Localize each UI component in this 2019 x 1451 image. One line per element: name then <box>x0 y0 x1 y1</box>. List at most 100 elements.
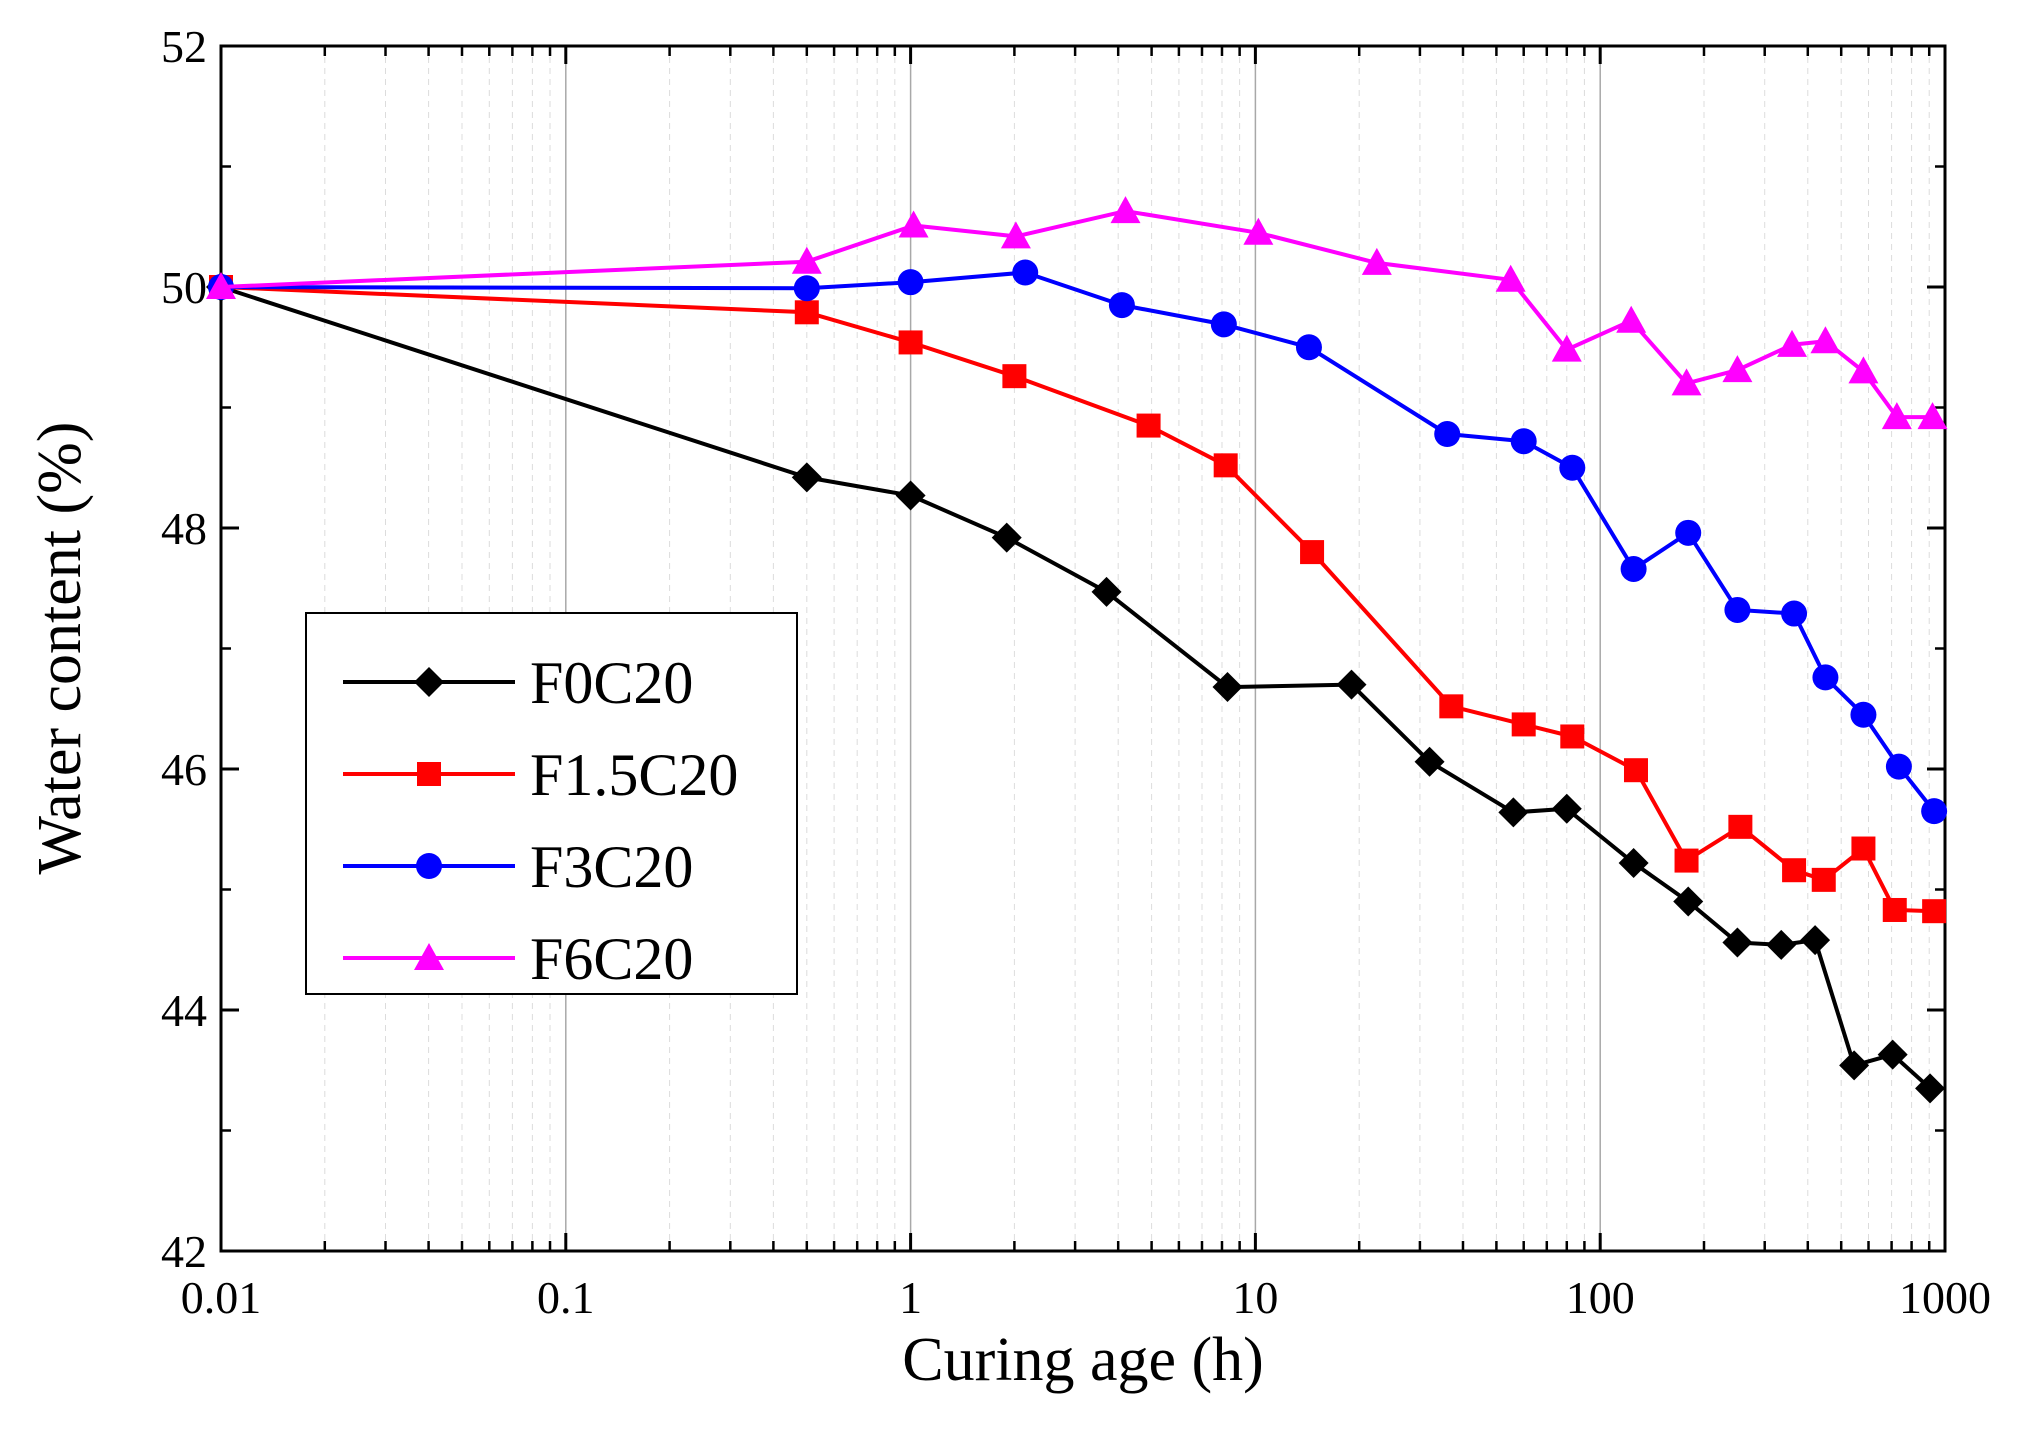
data-point-f3c20 <box>1724 596 1751 623</box>
data-point-f6c20 <box>1777 329 1808 357</box>
data-point-f0c20 <box>1800 925 1831 956</box>
data-point-f6c20 <box>1110 196 1141 224</box>
data-point-f1-5c20 <box>1300 540 1325 565</box>
data-point-f0c20 <box>1839 1050 1870 1081</box>
data-point-f0c20 <box>1673 886 1704 917</box>
data-point-f3c20 <box>1850 701 1877 728</box>
legend-item-f1-5c20: F1.5C20 <box>343 742 738 808</box>
legend-marker-f0c20 <box>414 667 444 697</box>
legend-label-f3c20: F3C20 <box>530 834 693 900</box>
data-point-f3c20 <box>1812 664 1839 691</box>
y-tick-label: 44 <box>161 985 207 1036</box>
data-point-f3c20 <box>1012 259 1039 286</box>
x-tick-label: 1000 <box>1899 1272 1991 1323</box>
data-point-f0c20 <box>1336 669 1367 700</box>
y-axis-title: Water content (%) <box>26 422 94 875</box>
series-f6c20 <box>206 196 1948 430</box>
y-tick-label: 52 <box>161 21 207 72</box>
data-point-f3c20 <box>1781 600 1808 627</box>
data-point-f6c20 <box>1848 356 1879 384</box>
data-point-f0c20 <box>1766 929 1797 960</box>
data-point-f6c20 <box>791 246 822 274</box>
axis-ticks: 0.01 0.1 1 10 100 1000 42 44 46 48 50 52 <box>161 21 1991 1323</box>
data-point-f6c20 <box>1616 305 1647 333</box>
data-point-f6c20 <box>1722 355 1753 383</box>
data-point-f1-5c20 <box>1136 413 1161 438</box>
legend-item-f0c20: F0C20 <box>343 650 693 716</box>
data-point-f1-5c20 <box>1922 899 1947 924</box>
data-point-f6c20 <box>1671 368 1702 396</box>
data-point-f0c20 <box>895 480 926 511</box>
data-point-f0c20 <box>1212 672 1243 703</box>
data-point-f0c20 <box>1722 927 1753 958</box>
data-point-f3c20 <box>1210 311 1237 338</box>
data-point-f0c20 <box>1498 797 1529 828</box>
data-point-f1-5c20 <box>1782 858 1807 883</box>
data-point-f0c20 <box>1091 576 1122 607</box>
data-point-f1-5c20 <box>898 330 923 355</box>
data-point-f0c20 <box>1618 847 1649 878</box>
data-point-f6c20 <box>898 210 929 238</box>
data-point-f1-5c20 <box>1213 453 1238 478</box>
data-point-f3c20 <box>1921 798 1948 825</box>
x-tick-label: 100 <box>1566 1272 1635 1323</box>
data-point-f3c20 <box>1885 753 1912 780</box>
data-point-f6c20 <box>1810 326 1841 354</box>
data-point-f3c20 <box>1620 555 1647 582</box>
data-point-f0c20 <box>1877 1039 1908 1070</box>
data-point-f6c20 <box>1917 402 1948 430</box>
data-point-f1-5c20 <box>794 300 819 325</box>
legend-marker-f6c20 <box>414 943 444 970</box>
data-point-f1-5c20 <box>1851 836 1876 861</box>
legend-box <box>305 612 798 995</box>
legend: F0C20 F1.5C20 F3C20 F6C20 <box>305 612 798 995</box>
data-point-f6c20 <box>1243 217 1274 245</box>
series-line-f0c20 <box>220 285 1932 1090</box>
data-point-f6c20 <box>1551 334 1582 362</box>
data-point-f6c20 <box>1361 247 1392 275</box>
series-layer <box>206 196 1948 1104</box>
data-point-f6c20 <box>1495 264 1526 292</box>
data-point-f3c20 <box>1559 454 1586 481</box>
data-point-f3c20 <box>1295 334 1322 361</box>
x-axis-title: Curing age (h) <box>902 1326 1264 1394</box>
data-point-f0c20 <box>991 522 1022 553</box>
legend-label-f1-5c20: F1.5C20 <box>530 742 738 808</box>
grid-lines <box>324 46 1930 1251</box>
x-tick-label: 10 <box>1232 1272 1278 1323</box>
data-point-f0c20 <box>1551 793 1582 824</box>
legend-marker-f1-5c20 <box>417 762 441 786</box>
y-tick-label: 42 <box>161 1226 207 1277</box>
data-point-f1-5c20 <box>1002 364 1027 389</box>
data-point-f1-5c20 <box>1811 867 1836 892</box>
data-point-f1-5c20 <box>1511 712 1536 737</box>
data-point-f0c20 <box>1915 1073 1946 1104</box>
data-point-f3c20 <box>1108 292 1135 319</box>
data-point-f3c20 <box>1675 519 1702 546</box>
x-tick-label: 0.1 <box>537 1272 595 1323</box>
data-point-f1-5c20 <box>1882 897 1907 922</box>
data-point-f0c20 <box>1414 746 1445 777</box>
legend-item-f3c20: F3C20 <box>343 834 693 900</box>
x-tick-label: 1 <box>899 1272 922 1323</box>
data-point-f1-5c20 <box>1623 758 1648 783</box>
data-point-f1-5c20 <box>1674 848 1699 873</box>
data-point-f3c20 <box>1510 428 1537 455</box>
data-point-f0c20 <box>791 462 822 493</box>
legend-label-f6c20: F6C20 <box>530 926 693 992</box>
data-point-f6c20 <box>1881 402 1912 430</box>
x-tick-label: 0.01 <box>181 1272 262 1323</box>
y-tick-label: 48 <box>161 503 207 554</box>
data-point-f1-5c20 <box>1728 814 1753 839</box>
data-point-f6c20 <box>1000 221 1031 249</box>
y-tick-label: 50 <box>161 262 207 313</box>
data-point-f1-5c20 <box>1439 694 1464 719</box>
data-point-f3c20 <box>1434 421 1461 448</box>
y-tick-label: 46 <box>161 744 207 795</box>
series-line-f6c20 <box>220 209 1933 420</box>
data-point-f6c20 <box>206 272 236 299</box>
data-point-f3c20 <box>897 269 924 296</box>
legend-item-f6c20: F6C20 <box>343 926 693 992</box>
data-point-f1-5c20 <box>1560 724 1585 749</box>
